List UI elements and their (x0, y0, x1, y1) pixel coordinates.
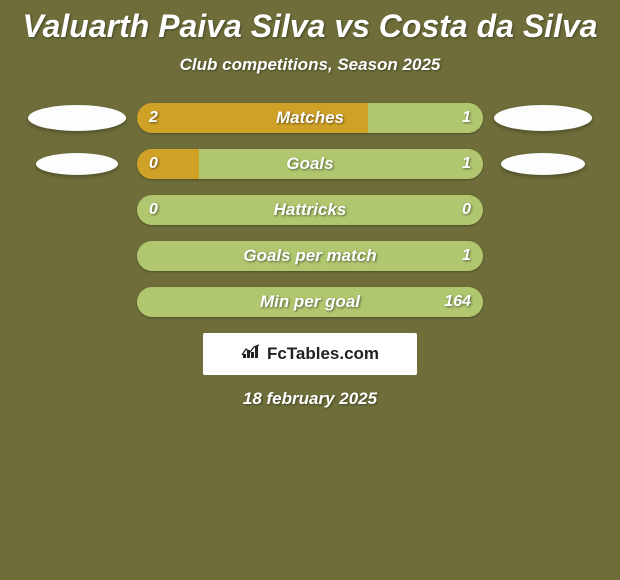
stat-row: 21Matches (0, 103, 620, 133)
stat-bar: 0 0Hattricks (137, 195, 483, 225)
comparison-card: Valuarth Paiva Silva vs Costa da Silva C… (0, 0, 620, 580)
page-title: Valuarth Paiva Silva vs Costa da Silva (0, 0, 620, 45)
stat-row: 164Min per goal (0, 287, 620, 317)
stat-row: 1Goals per match (0, 241, 620, 271)
stat-value-left: 0 (149, 149, 158, 179)
bar-segment-right (137, 287, 483, 317)
stat-row: 01Goals (0, 149, 620, 179)
stat-bar: 1Goals per match (137, 241, 483, 271)
stat-bar: 21Matches (137, 103, 483, 133)
team-logo-right (501, 153, 585, 175)
stat-value-right: 1 (462, 149, 471, 179)
stat-bar: 01Goals (137, 149, 483, 179)
stat-row: 0 0Hattricks (0, 195, 620, 225)
logo-slot-right (483, 105, 603, 131)
team-logo-right (494, 105, 592, 131)
logo-slot-left (17, 105, 137, 131)
subtitle: Club competitions, Season 2025 (0, 55, 620, 75)
watermark: FcTables.com (203, 333, 417, 375)
bar-segment-left (137, 149, 199, 179)
stat-value-right: 0 (462, 195, 471, 225)
watermark-text: FcTables.com (267, 344, 379, 364)
stat-bar: 164Min per goal (137, 287, 483, 317)
team-logo-left (28, 105, 126, 131)
stat-value-right: 1 (462, 103, 471, 133)
stat-value-left: 2 (149, 103, 158, 133)
stats-rows: 21Matches01Goals00Hattricks1Goals per ma… (0, 103, 620, 317)
chart-icon (241, 344, 261, 365)
stat-value-right: 164 (444, 287, 471, 317)
logo-slot-right (483, 153, 603, 175)
logo-slot-left (17, 153, 137, 175)
bar-segment-right (199, 149, 483, 179)
bar-segment-left (137, 103, 368, 133)
date-label: 18 february 2025 (0, 389, 620, 409)
stat-value-left: 0 (149, 195, 158, 225)
bar-segment-right (137, 241, 483, 271)
stat-label: Hattricks (137, 195, 483, 225)
team-logo-left (36, 153, 118, 175)
stat-value-right: 1 (462, 241, 471, 271)
